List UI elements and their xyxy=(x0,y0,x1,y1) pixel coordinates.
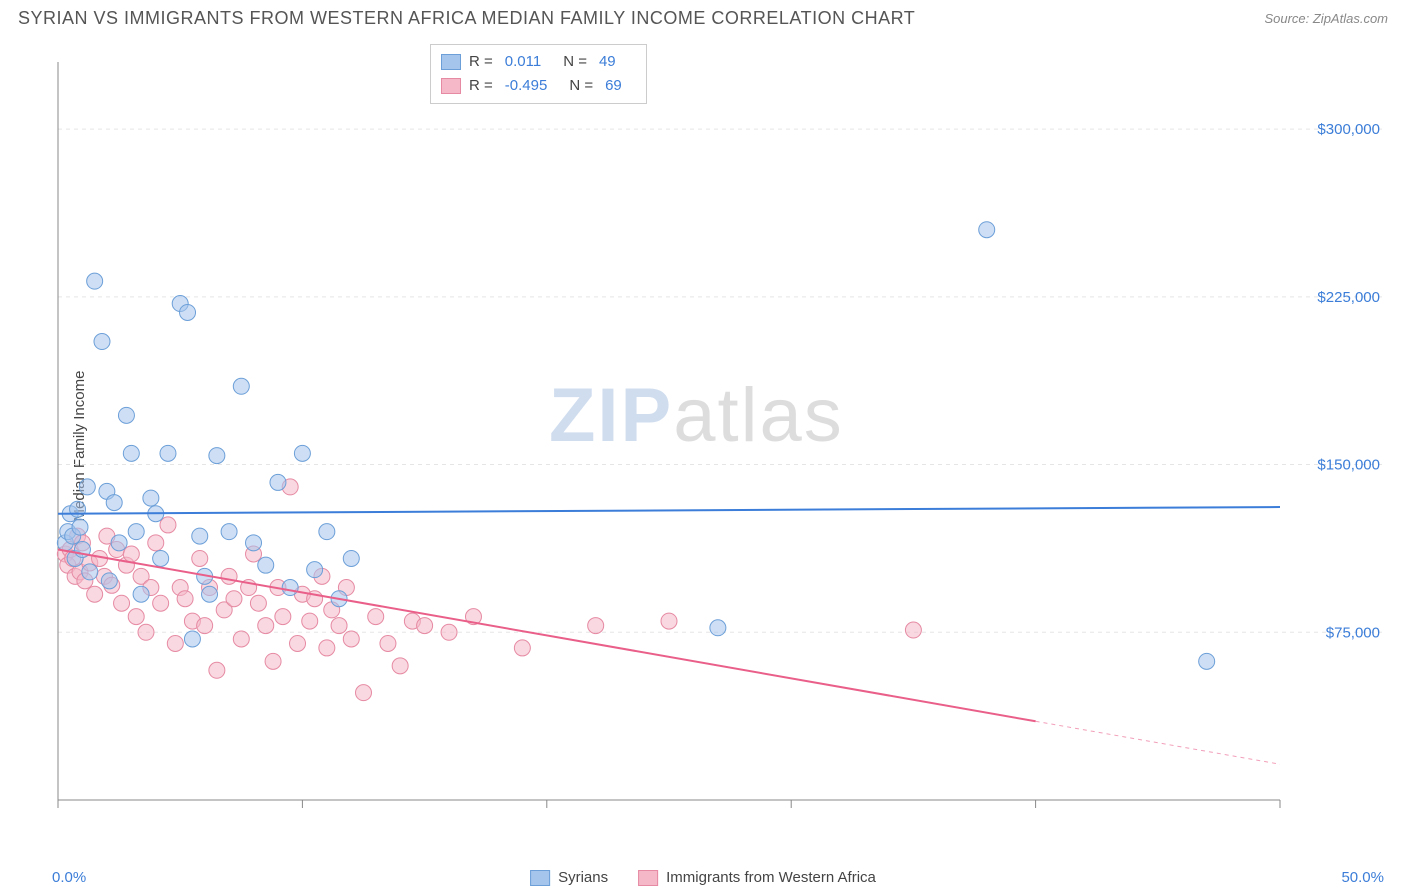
chart-title: SYRIAN VS IMMIGRANTS FROM WESTERN AFRICA… xyxy=(18,8,915,29)
chart-source: Source: ZipAtlas.com xyxy=(1264,11,1388,26)
r-value-wafrica: -0.495 xyxy=(505,74,548,98)
svg-text:$150,000: $150,000 xyxy=(1317,457,1380,474)
legend-item-wafrica: Immigrants from Western Africa xyxy=(638,869,876,886)
legend-label-wafrica: Immigrants from Western Africa xyxy=(666,869,876,886)
r-value-syrians: 0.011 xyxy=(505,50,541,74)
scatter-plot: $75,000 $150,000 $225,000 $300,000 xyxy=(50,42,1390,842)
legend-item-syrians: Syrians xyxy=(530,869,608,886)
stats-row-syrians: R = 0.011 N = 49 xyxy=(441,50,636,74)
n-label: N = xyxy=(569,74,593,98)
n-label: N = xyxy=(563,50,587,74)
stats-row-wafrica: R = -0.495 N = 69 xyxy=(441,74,636,98)
legend-swatch-syrians xyxy=(530,870,550,886)
legend-swatch-wafrica xyxy=(638,870,658,886)
x-min-label: 0.0% xyxy=(52,869,86,886)
svg-text:$225,000: $225,000 xyxy=(1317,289,1380,306)
x-max-label: 50.0% xyxy=(1341,869,1384,886)
n-value-syrians: 49 xyxy=(599,50,616,74)
n-value-wafrica: 69 xyxy=(605,74,622,98)
stats-legend: R = 0.011 N = 49 R = -0.495 N = 69 xyxy=(430,44,647,104)
svg-text:$300,000: $300,000 xyxy=(1317,121,1380,138)
series-legend: Syrians Immigrants from Western Africa xyxy=(530,869,876,886)
svg-text:$75,000: $75,000 xyxy=(1326,624,1380,641)
chart-area: $75,000 $150,000 $225,000 $300,000 xyxy=(50,42,1390,842)
r-label: R = xyxy=(469,74,493,98)
swatch-syrians xyxy=(441,54,461,70)
legend-label-syrians: Syrians xyxy=(558,869,608,886)
r-label: R = xyxy=(469,50,493,74)
swatch-wafrica xyxy=(441,78,461,94)
